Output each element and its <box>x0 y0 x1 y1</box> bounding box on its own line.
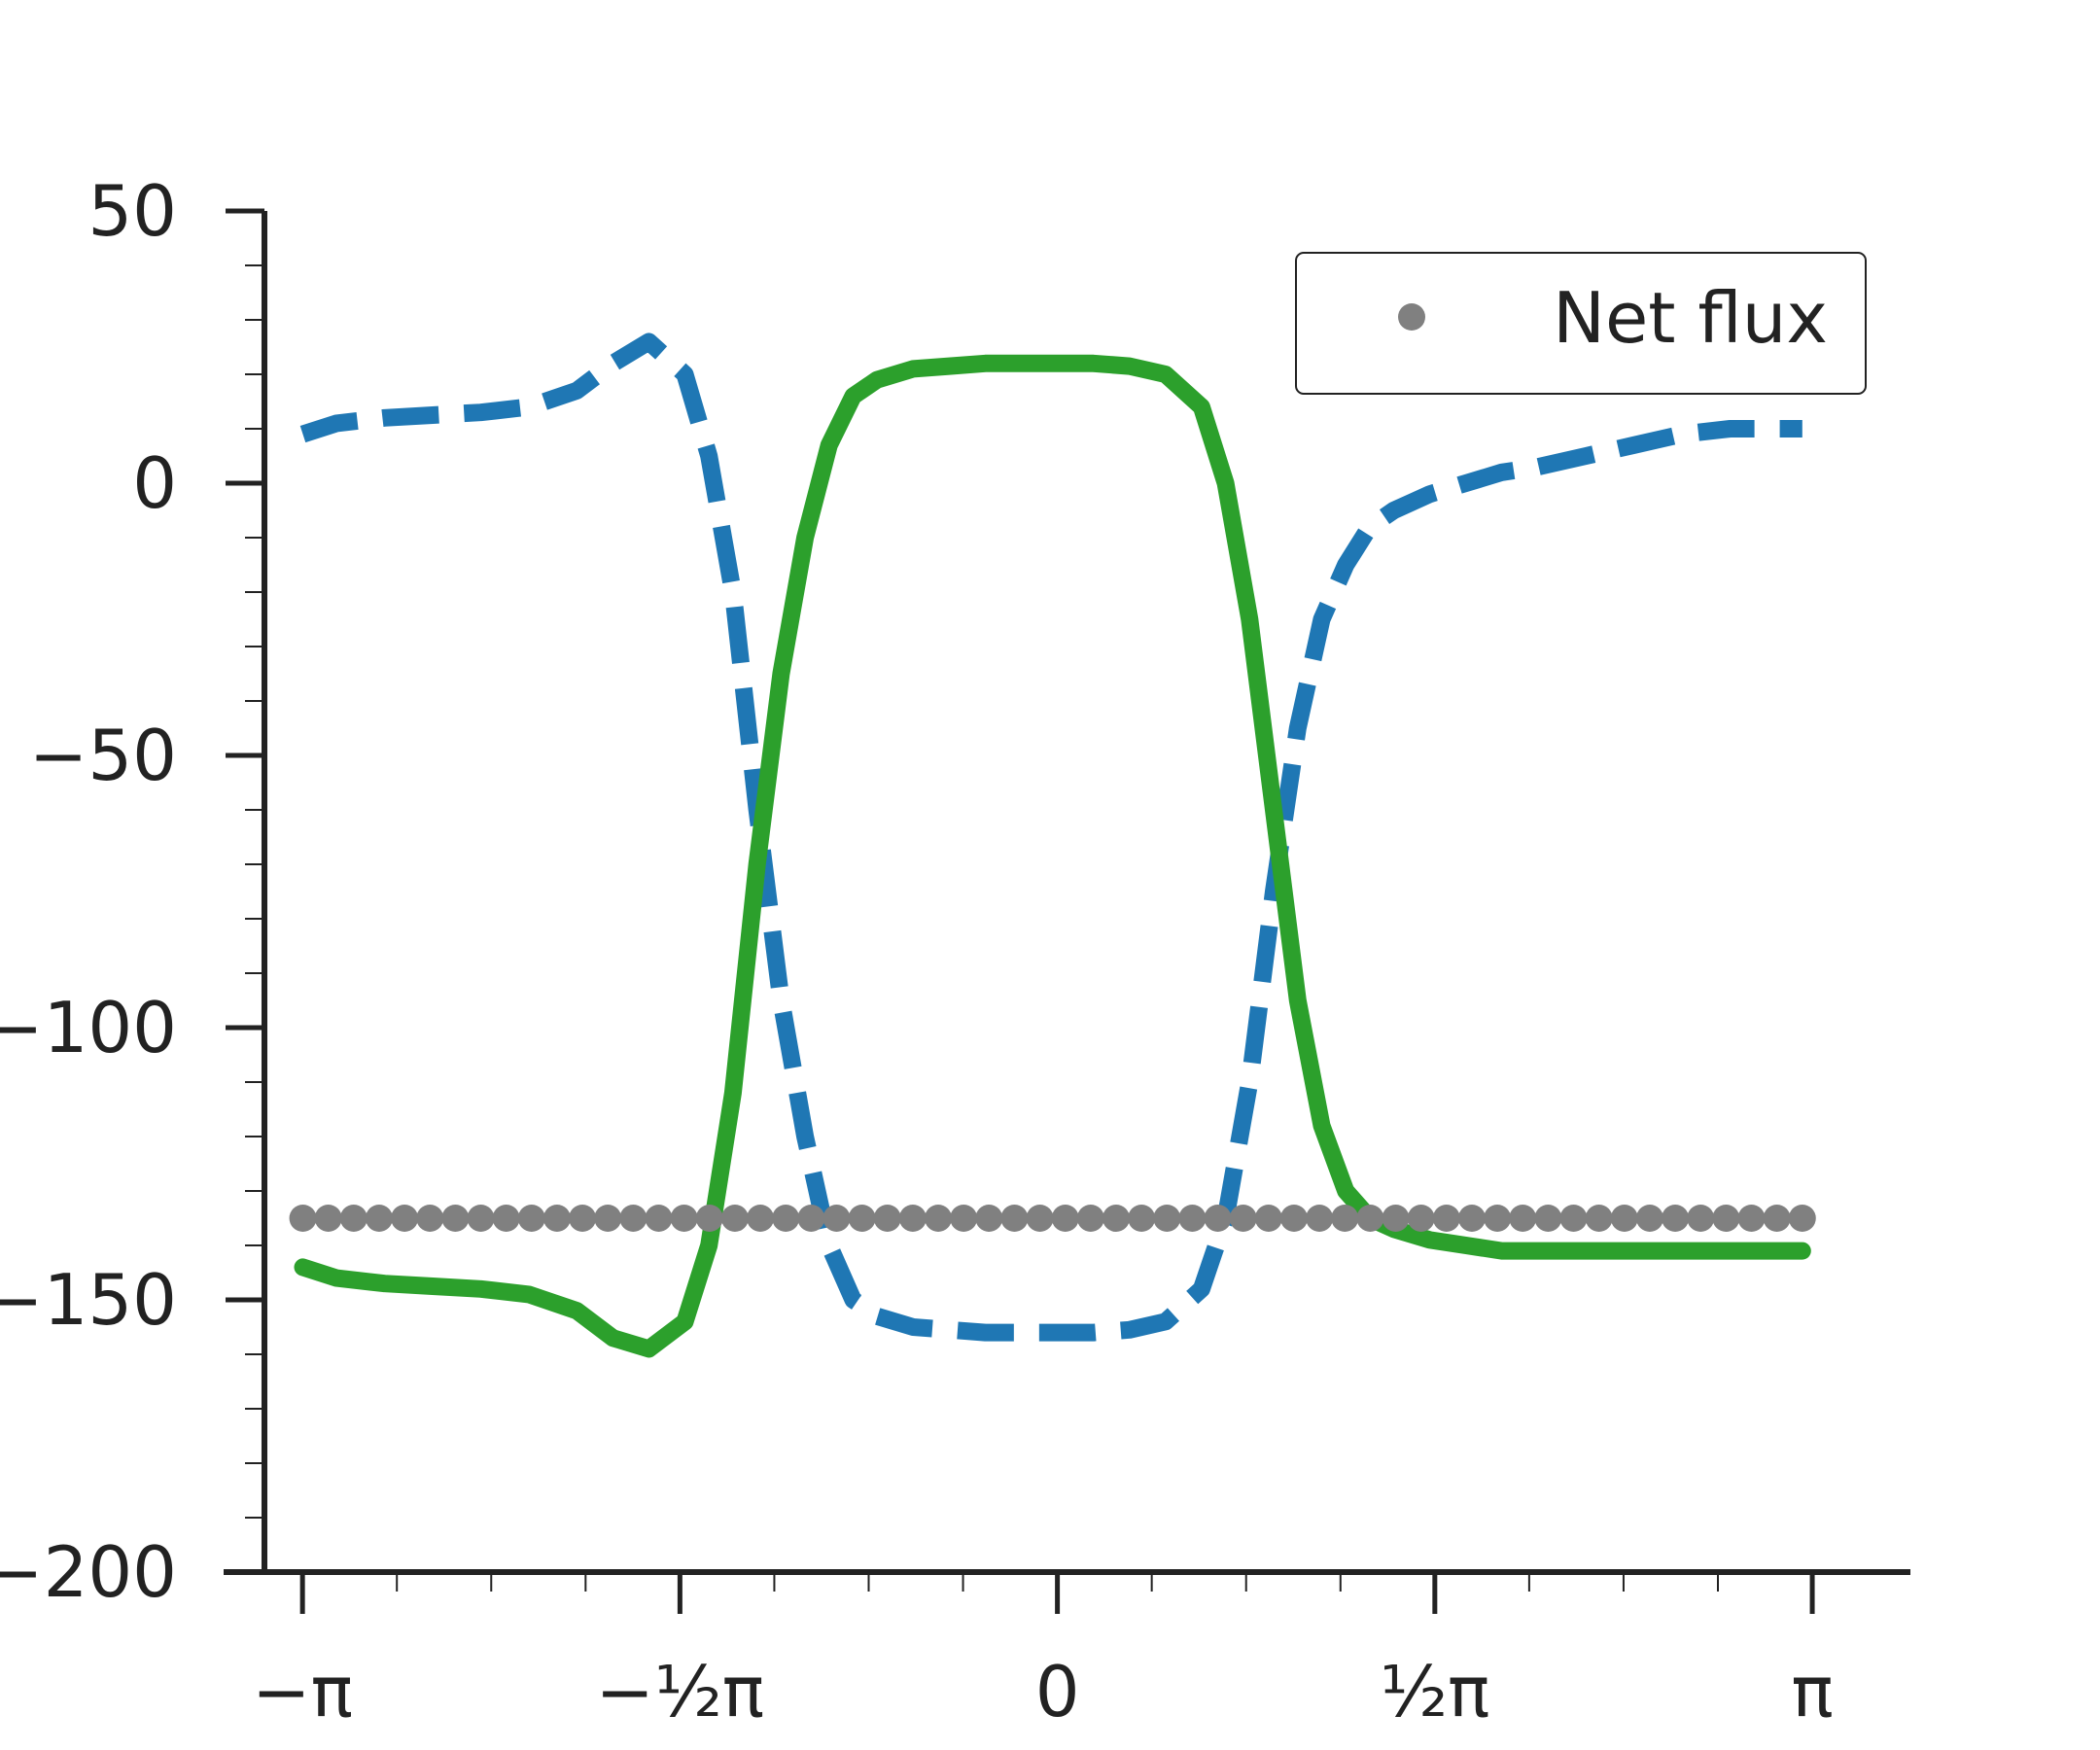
legend: Net flux <box>1295 252 1867 395</box>
net-flux-point <box>1457 1205 1486 1232</box>
net-flux-point <box>517 1205 545 1232</box>
net-flux-point <box>1153 1205 1181 1232</box>
legend-box <box>1295 252 1867 395</box>
net-flux-point <box>1484 1205 1512 1232</box>
series-net-flux-dots <box>289 1205 1816 1232</box>
net-flux-point <box>391 1205 419 1232</box>
net-flux-point <box>441 1205 470 1232</box>
y-tick-label: −50 <box>29 715 177 796</box>
net-flux-point <box>1382 1205 1410 1232</box>
plot-series <box>289 332 1816 1358</box>
net-flux-point <box>797 1205 825 1232</box>
net-flux-point <box>1356 1205 1384 1232</box>
net-flux-point <box>1432 1205 1460 1232</box>
net-flux-point <box>1229 1205 1257 1232</box>
net-flux-point <box>848 1205 876 1232</box>
net-flux-point <box>1102 1205 1131 1232</box>
y-tick-label: 0 <box>132 442 177 524</box>
y-tick-label: −150 <box>0 1259 177 1341</box>
series-dashed-line <box>299 332 1802 1342</box>
y-tick-label: −100 <box>0 987 177 1068</box>
net-flux-point <box>1559 1205 1588 1232</box>
net-flux-point <box>542 1205 571 1232</box>
net-flux-point <box>1610 1205 1638 1232</box>
net-flux-point <box>1788 1205 1816 1232</box>
net-flux-point <box>619 1205 648 1232</box>
x-tick-label: −π <box>252 1651 353 1732</box>
net-flux-point <box>1635 1205 1663 1232</box>
net-flux-point <box>925 1205 953 1232</box>
net-flux-point <box>416 1205 444 1232</box>
net-flux-point <box>1254 1205 1282 1232</box>
net-flux-point <box>569 1205 597 1232</box>
net-flux-point <box>1076 1205 1104 1232</box>
net-flux-point <box>492 1205 520 1232</box>
net-flux-point <box>1509 1205 1537 1232</box>
net-flux-point <box>950 1205 978 1232</box>
net-flux-point <box>594 1205 622 1232</box>
net-flux-point <box>747 1205 775 1232</box>
net-flux-point <box>873 1205 901 1232</box>
net-flux-point <box>1204 1205 1232 1232</box>
net-flux-point <box>670 1205 698 1232</box>
net-flux-point <box>1662 1205 1690 1232</box>
net-flux-point <box>1178 1205 1207 1232</box>
net-flux-point <box>720 1205 749 1232</box>
net-flux-point <box>314 1205 342 1232</box>
net-flux-point <box>467 1205 495 1232</box>
net-flux-point <box>898 1205 927 1232</box>
net-flux-point <box>975 1205 1003 1232</box>
net-flux-point <box>1585 1205 1613 1232</box>
x-tick-label: 0 <box>1035 1651 1080 1732</box>
net-flux-point <box>772 1205 800 1232</box>
y-tick-label: 50 <box>88 170 177 252</box>
x-tick-label: ½π <box>1380 1651 1489 1732</box>
legend-label-net-flux: Net flux <box>1553 277 1828 359</box>
series-solid-line <box>294 354 1811 1358</box>
y-ticks: 50 0 −50 −100 −150 −200 <box>0 170 264 1613</box>
net-flux-point <box>1687 1205 1715 1232</box>
legend-marker-net-flux <box>1398 303 1425 331</box>
net-flux-point <box>1331 1205 1359 1232</box>
net-flux-point <box>1000 1205 1029 1232</box>
net-flux-point <box>1306 1205 1334 1232</box>
net-flux-point <box>1128 1205 1156 1232</box>
net-flux-point <box>1534 1205 1562 1232</box>
y-tick-label: −200 <box>0 1531 177 1613</box>
net-flux-point <box>1763 1205 1791 1232</box>
net-flux-point <box>1279 1205 1308 1232</box>
net-flux-point <box>1026 1205 1054 1232</box>
net-flux-point <box>289 1205 317 1232</box>
net-flux-point <box>645 1205 673 1232</box>
x-ticks: −π −½π 0 ½π π <box>252 1572 1834 1732</box>
net-flux-point <box>695 1205 723 1232</box>
net-flux-point <box>1407 1205 1435 1232</box>
net-flux-point <box>365 1205 393 1232</box>
axes: 50 0 −50 −100 −150 −200 −π −½π 0 ½π π <box>0 170 1910 1732</box>
net-flux-point <box>1051 1205 1079 1232</box>
net-flux-point <box>1712 1205 1740 1232</box>
net-flux-point <box>1737 1205 1766 1232</box>
net-flux-point <box>339 1205 368 1232</box>
net-flux-point <box>822 1205 851 1232</box>
x-tick-label: π <box>1791 1651 1833 1732</box>
x-tick-label: −½π <box>596 1651 764 1732</box>
